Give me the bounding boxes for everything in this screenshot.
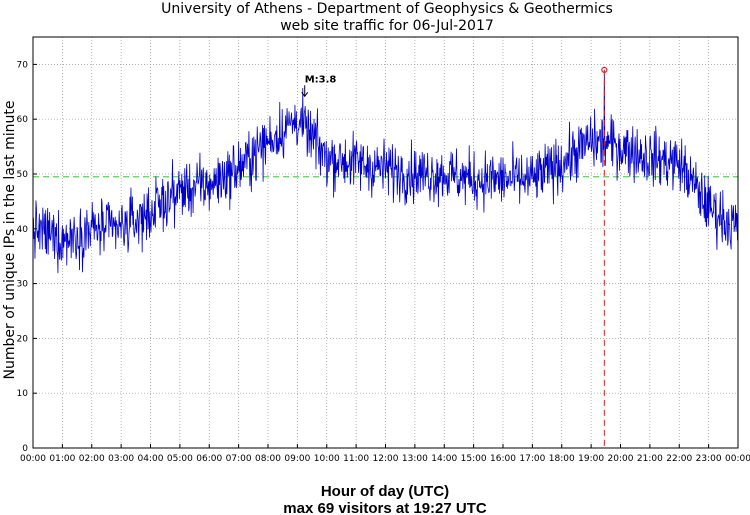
x-tick-label: 02:00: [79, 454, 105, 464]
x-tick-label: 00:00: [20, 454, 46, 464]
max-visitors-footer: max 69 visitors at 19:27 UTC: [283, 500, 487, 515]
x-tick-label: 19:00: [578, 454, 604, 464]
x-tick-label: 04:00: [138, 454, 164, 464]
annotation-arrow: [301, 85, 309, 98]
x-tick-label: 10:00: [314, 454, 340, 464]
y-tick-label: 60: [17, 115, 29, 125]
y-tick-label: 10: [17, 389, 29, 399]
x-tick-label: 08:00: [255, 454, 281, 464]
x-tick-label: 20:00: [608, 454, 634, 464]
x-tick-label: 16:00: [490, 454, 516, 464]
x-tick-label: 12:00: [373, 454, 399, 464]
y-axis-label: Number of unique IPs in the last minute: [2, 101, 18, 380]
x-tick-label: 09:00: [284, 454, 310, 464]
x-tick-label: 22:00: [666, 454, 692, 464]
x-tick-label: 13:00: [402, 454, 428, 464]
x-tick-label: 03:00: [108, 454, 134, 464]
x-tick-label: 18:00: [549, 454, 575, 464]
x-tick-label: 21:00: [637, 454, 663, 464]
y-tick-label: 30: [17, 280, 29, 290]
x-tick-label: 11:00: [343, 454, 369, 464]
y-tick-label: 20: [17, 334, 29, 344]
x-tick-labels: 00:00 01:00 02:00 03:00 04:00 05:00 06:00 07:00…: [20, 454, 750, 464]
x-tick-label: 14:00: [431, 454, 457, 464]
annotation-label: M:3.8: [305, 74, 337, 85]
x-tick-label: 15:00: [461, 454, 487, 464]
plot-frame: [32, 36, 739, 449]
annotation-arrow-head: [301, 91, 309, 98]
chart-title: University of Athens - Department of Geo…: [161, 1, 613, 17]
series-line-unique-ips: [32, 69, 738, 274]
x-axis-label: Hour of day (UTC): [321, 483, 449, 500]
x-tick-label: 00:00: [725, 454, 750, 464]
y-tick-label: 40: [17, 225, 29, 235]
chart-subtitle: web site traffic for 06-Jul-2017: [280, 18, 494, 34]
y-tick-labels: 0 10 20 30 40 50 60 70: [17, 60, 29, 454]
y-tick-label: 0: [22, 444, 28, 454]
x-tick-label: 07:00: [226, 454, 252, 464]
y-tick-label: 70: [17, 60, 29, 70]
x-tick-label: 06:00: [196, 454, 222, 464]
x-tick-label: 17:00: [519, 454, 545, 464]
max-marker-point: [601, 66, 608, 73]
y-tick-label: 50: [17, 170, 29, 180]
x-tick-label: 01:00: [49, 454, 75, 464]
x-tick-label: 05:00: [167, 454, 193, 464]
x-tick-label: 23:00: [696, 454, 722, 464]
